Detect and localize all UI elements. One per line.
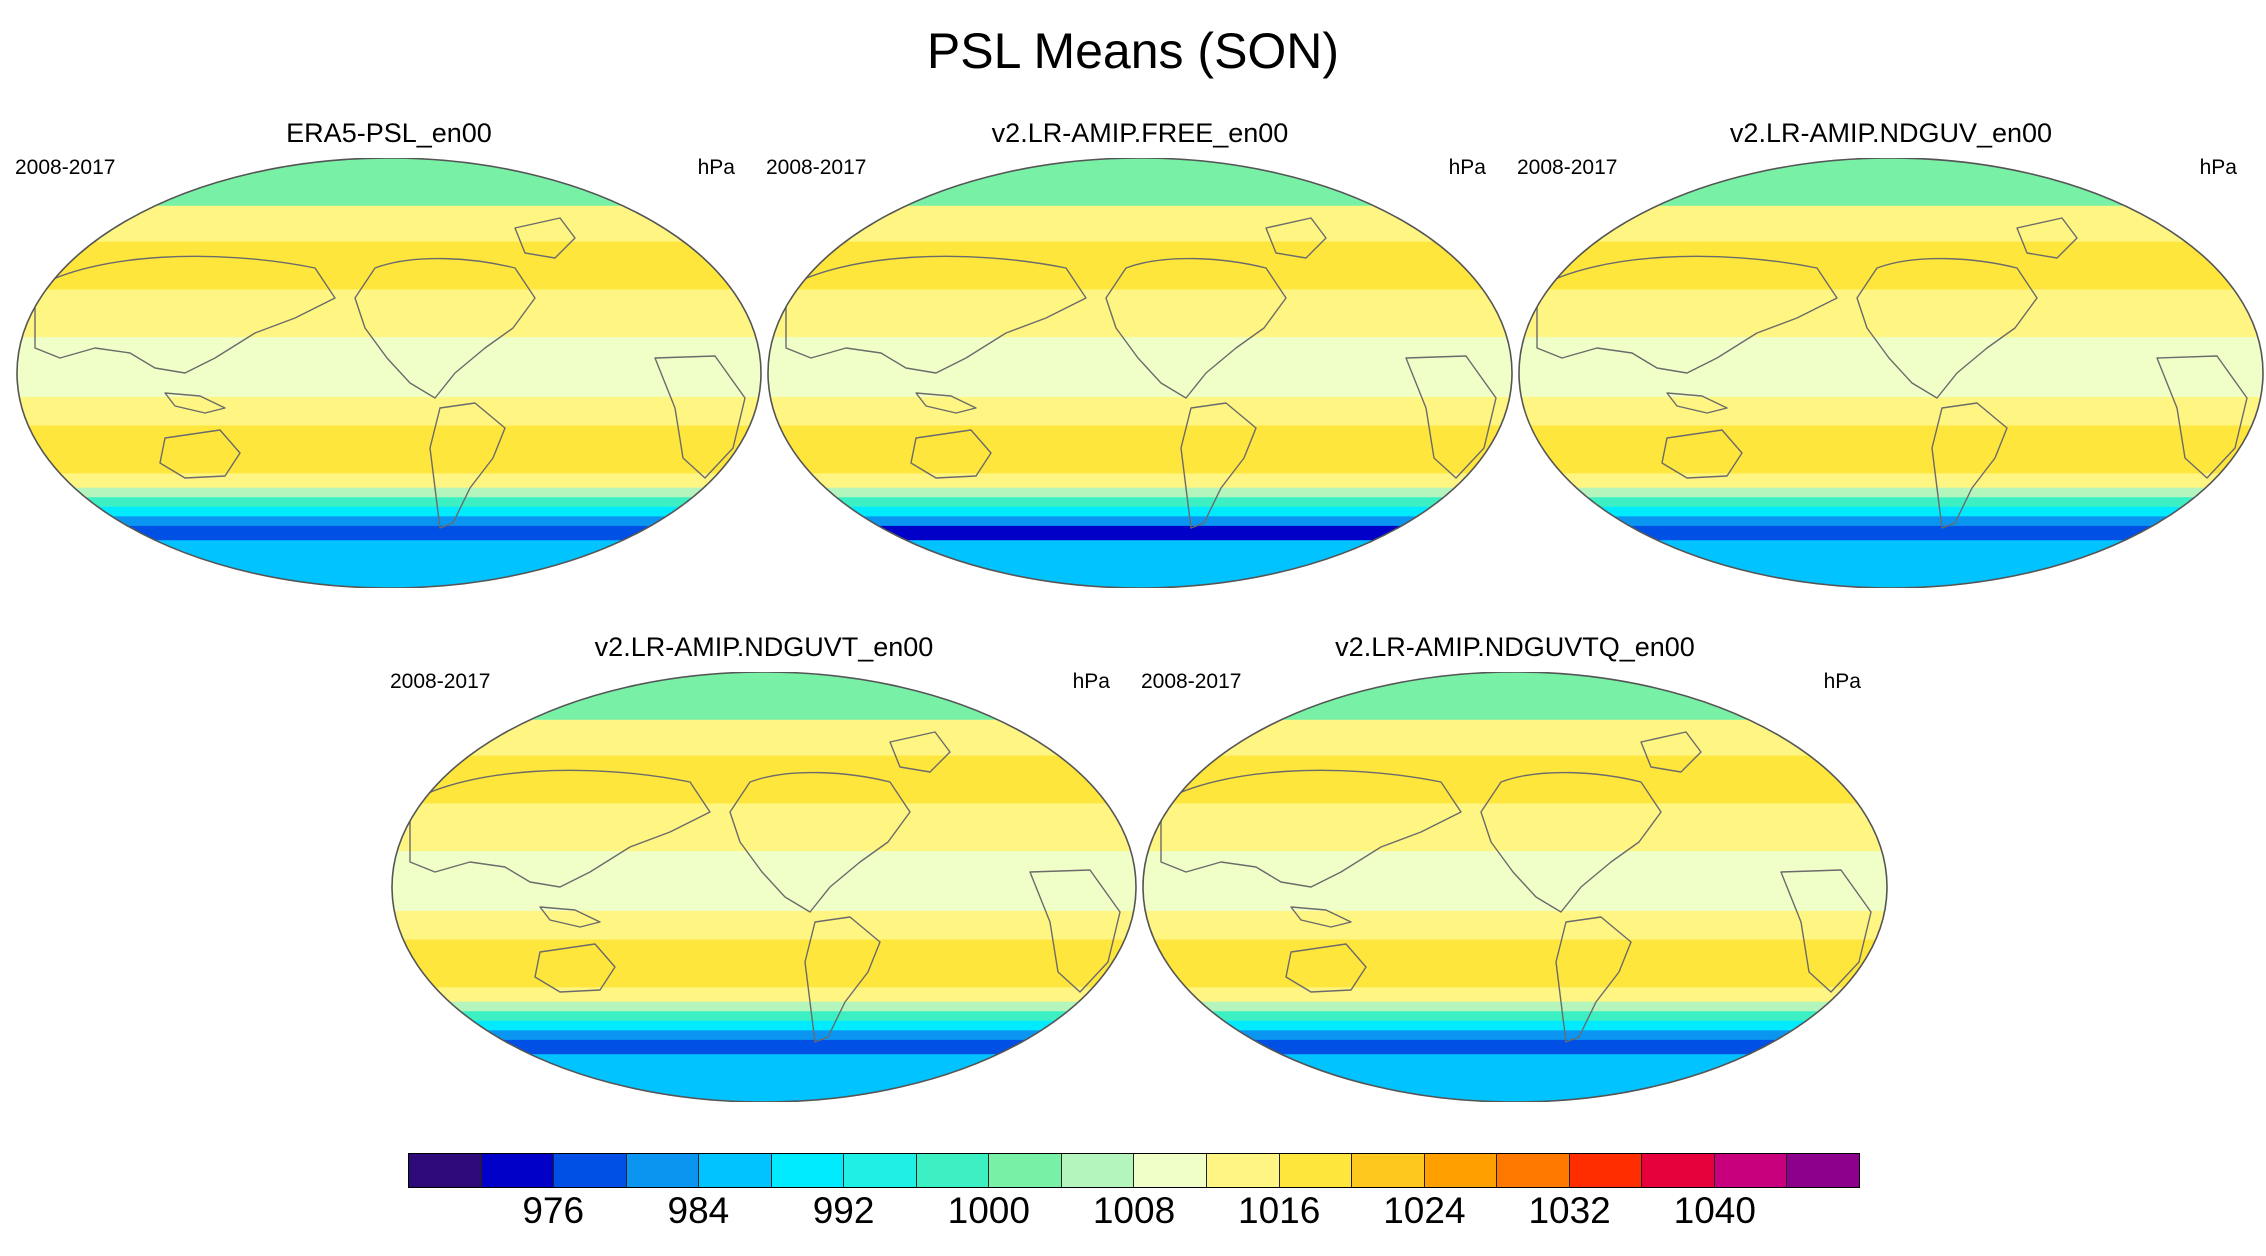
colorbar-swatch: [1714, 1154, 1788, 1187]
map-panel-free: v2.LR-AMIP.FREE_en00 2008-2017 hPa: [766, 118, 1514, 588]
panel-title: v2.LR-AMIP.NDGUV_en00: [1729, 118, 2053, 148]
panel-units: hPa: [2199, 156, 2237, 179]
colorbar-tick-label: 1032: [1528, 1190, 1611, 1231]
panel-period: 2008-2017: [1517, 156, 1618, 179]
colorbar-swatch: [699, 1154, 772, 1187]
colorbar-swatch: [1207, 1154, 1280, 1187]
colorbar-tick-label: 992: [812, 1190, 875, 1231]
map-panel-era5: ERA5-PSL_en00 2008-2017 hPa: [15, 118, 763, 588]
colorbar-labels: 976 984 992 1000 1008 1016 1024 1032 1040: [408, 1190, 1860, 1234]
colorbar-swatch: [1569, 1154, 1643, 1187]
colorbar-swatch: [481, 1154, 555, 1187]
map-plot: [391, 672, 1137, 1102]
panel-period: 2008-2017: [15, 156, 116, 179]
panel-units: hPa: [1448, 156, 1486, 179]
map-plot: [1142, 672, 1888, 1102]
colorbar-tick-label: 1024: [1383, 1190, 1466, 1231]
figure-title: PSL Means (SON): [926, 23, 1340, 79]
map-plot: [767, 158, 1513, 588]
colorbar-swatch: [844, 1154, 917, 1187]
colorbar-swatch: [1497, 1154, 1570, 1187]
colorbar-tick-label: 1008: [1092, 1190, 1176, 1231]
map-panel-ndguvtq: v2.LR-AMIP.NDGUVTQ_en00 2008-2017 hPa: [1141, 632, 1889, 1102]
panel-title: v2.LR-AMIP.FREE_en00: [991, 118, 1289, 148]
colorbar-swatch: [771, 1154, 845, 1187]
panel-period: 2008-2017: [766, 156, 867, 179]
colorbar-swatch: [554, 1154, 627, 1187]
colorbar-tick-label: 1016: [1238, 1190, 1321, 1231]
colorbar-swatch: [916, 1154, 990, 1187]
map-plot: [1518, 158, 2264, 588]
panel-units: hPa: [697, 156, 735, 179]
panel-period: 2008-2017: [390, 670, 491, 693]
colorbar-swatch: [989, 1154, 1062, 1187]
panel-units: hPa: [1072, 670, 1110, 693]
map-panel-ndguv: v2.LR-AMIP.NDGUV_en00 2008-2017 hPa: [1517, 118, 2265, 588]
colorbar-swatch: [1642, 1154, 1715, 1187]
colorbar-tick-label: 976: [522, 1190, 585, 1231]
colorbar-swatch: [1424, 1154, 1498, 1187]
colorbar-swatch: [1279, 1154, 1353, 1187]
colorbar-swatch: [1134, 1154, 1208, 1187]
panel-period: 2008-2017: [1141, 670, 1242, 693]
colorbar-swatch: [1787, 1154, 1859, 1187]
colorbar-swatch: [409, 1154, 482, 1187]
colorbar-swatch: [1352, 1154, 1425, 1187]
colorbar-swatch: [1061, 1154, 1135, 1187]
map-panel-ndguvt: v2.LR-AMIP.NDGUVT_en00 2008-2017 hPa: [390, 632, 1138, 1102]
panel-title: v2.LR-AMIP.NDGUVT_en00: [594, 632, 934, 662]
panel-title: ERA5-PSL_en00: [286, 118, 492, 148]
colorbar-tick-label: 1040: [1673, 1190, 1756, 1231]
colorbar-tick-label: 984: [667, 1190, 730, 1231]
panel-units: hPa: [1823, 670, 1861, 693]
map-plot: [16, 158, 762, 588]
panel-title: v2.LR-AMIP.NDGUVTQ_en00: [1335, 632, 1695, 662]
colorbar-swatch: [626, 1154, 700, 1187]
colorbar: [408, 1153, 1860, 1188]
colorbar-tick-label: 1000: [947, 1190, 1030, 1231]
